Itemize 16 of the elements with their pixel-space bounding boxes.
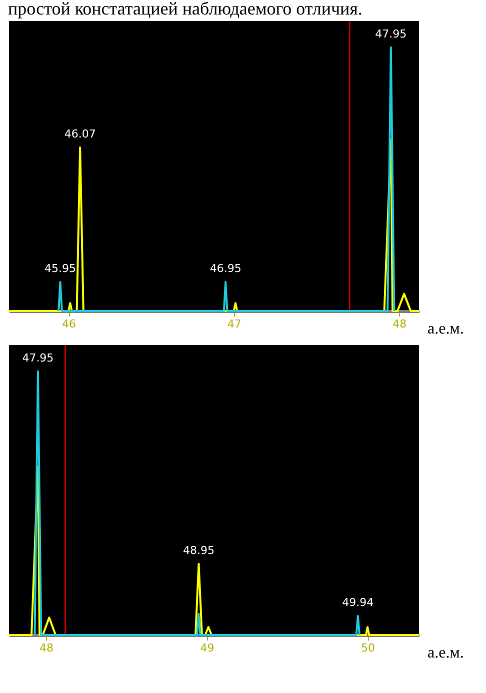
annotation: 47.95 xyxy=(22,351,54,364)
annotation: 45.95 xyxy=(44,262,76,275)
annotation: 49.94 xyxy=(342,596,374,610)
x-tick-label: 49 xyxy=(200,642,214,654)
x-axis-title: а.е.м. xyxy=(428,644,464,662)
annotation: 48.95 xyxy=(182,544,214,557)
annotation: 47.95 xyxy=(375,27,407,40)
x-tick-label: 46 xyxy=(62,318,76,330)
annotation: 46.95 xyxy=(210,262,242,275)
x-tick-label: 50 xyxy=(361,642,376,654)
x-axis-title: а.е.м. xyxy=(428,320,464,338)
text: простой констатацией наблюдаемого отличия. xyxy=(8,0,362,18)
x-tick-label: 47 xyxy=(227,318,242,330)
x-tick-label: 48 xyxy=(392,318,407,330)
annotation: 46.07 xyxy=(64,128,96,141)
x-tick-label: 48 xyxy=(39,642,54,654)
